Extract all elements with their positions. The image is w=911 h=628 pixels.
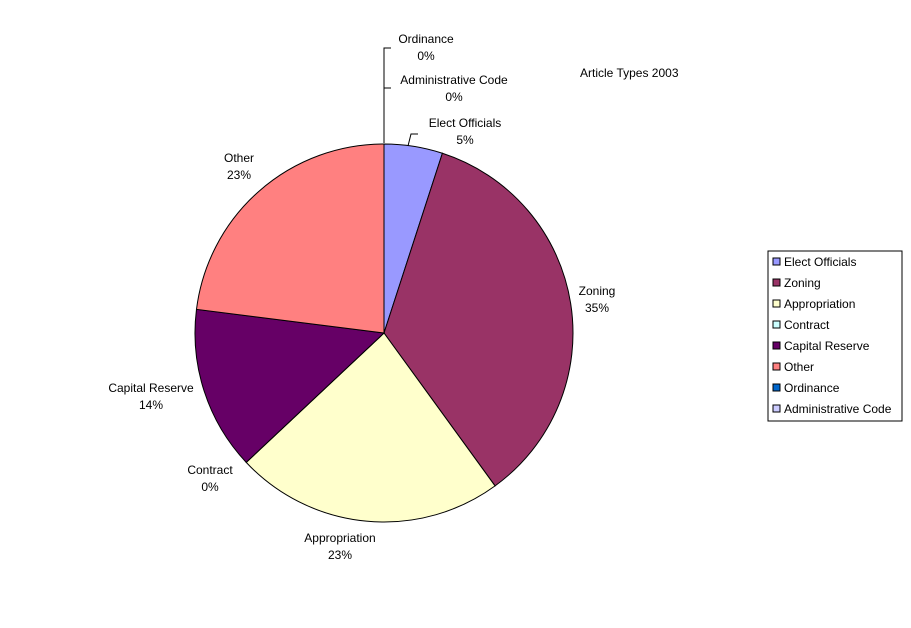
slice-percent-appropriation: 23% bbox=[328, 548, 352, 562]
slice-label-capital-reserve: Capital Reserve bbox=[108, 381, 194, 395]
pie-slice-other bbox=[195, 143, 385, 334]
pie-slice-zoning bbox=[383, 152, 574, 487]
chart-title: Article Types 2003 bbox=[580, 66, 679, 80]
legend-label-other: Other bbox=[784, 360, 814, 374]
slice-percent-contract: 0% bbox=[201, 480, 219, 494]
slice-percent-administrative-code: 0% bbox=[445, 90, 463, 104]
slice-label-appropriation: Appropriation bbox=[304, 531, 375, 545]
slice-percent-zoning: 35% bbox=[585, 301, 609, 315]
pie-slice-capital-reserve bbox=[194, 308, 386, 464]
legend-swatch-zoning bbox=[772, 278, 781, 287]
legend-swatch-administrative-code bbox=[772, 404, 781, 413]
slice-percent-capital-reserve: 14% bbox=[139, 398, 163, 412]
legend-swatch-capital-reserve bbox=[772, 341, 781, 350]
slice-label-elect-officials: Elect Officials bbox=[429, 116, 501, 130]
pie-slices bbox=[194, 143, 574, 523]
legend-swatch-elect-officials bbox=[772, 257, 781, 266]
legend-swatch-appropriation bbox=[772, 299, 781, 308]
legend-label-elect-officials: Elect Officials bbox=[784, 255, 856, 269]
slice-label-other: Other bbox=[224, 151, 254, 165]
slice-label-administrative-code: Administrative Code bbox=[400, 73, 508, 87]
slice-percent-elect-officials: 5% bbox=[456, 133, 474, 147]
slice-percent-other: 23% bbox=[227, 168, 251, 182]
leader-line-administrative-code bbox=[383, 87, 391, 143]
slice-label-zoning: Zoning bbox=[579, 284, 616, 298]
legend-label-administrative-code: Administrative Code bbox=[784, 402, 892, 416]
legend-swatch-contract bbox=[772, 320, 781, 329]
legend-swatch-other bbox=[772, 362, 781, 371]
slice-percent-ordinance: 0% bbox=[417, 49, 435, 63]
slice-label-ordinance: Ordinance bbox=[398, 32, 454, 46]
leader-lines bbox=[383, 47, 418, 147]
pie-slice-appropriation bbox=[245, 332, 496, 523]
legend-label-ordinance: Ordinance bbox=[784, 381, 840, 395]
legend-label-contract: Contract bbox=[784, 318, 830, 332]
legend: Elect Officials Zoning Appropriation Contra… bbox=[767, 250, 903, 422]
slice-labels: Elect Officials 5% Zoning 35% Appropriation 2… bbox=[108, 32, 615, 562]
legend-swatch-ordinance bbox=[772, 383, 781, 392]
legend-box bbox=[767, 250, 903, 422]
leader-line-elect-officials bbox=[407, 133, 418, 147]
leader-line-ordinance bbox=[383, 47, 391, 143]
legend-label-capital-reserve: Capital Reserve bbox=[784, 339, 870, 353]
slice-label-contract: Contract bbox=[187, 463, 233, 477]
legend-label-zoning: Zoning bbox=[784, 276, 821, 290]
legend-label-appropriation: Appropriation bbox=[784, 297, 855, 311]
